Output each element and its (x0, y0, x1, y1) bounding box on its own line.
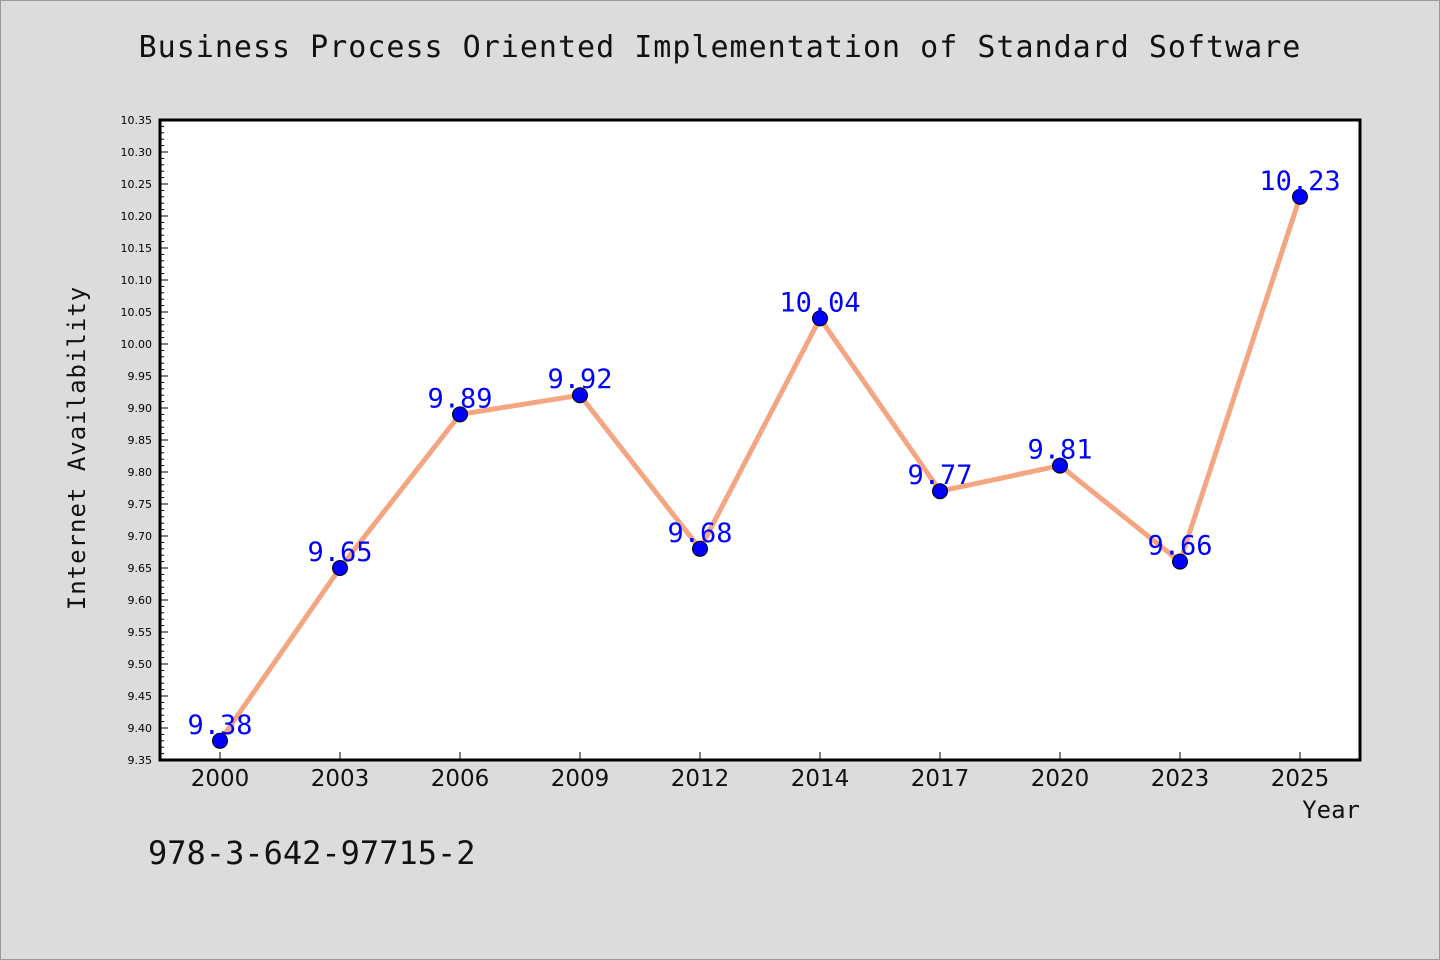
data-label: 9.38 (187, 710, 252, 741)
data-label: 10.04 (779, 287, 860, 318)
data-label: 9.77 (907, 460, 972, 491)
y-tick-label: 9.70 (128, 530, 153, 543)
y-tick-label: 9.85 (128, 434, 153, 447)
x-tick-label: 2014 (791, 766, 850, 792)
data-point (212, 732, 228, 749)
data-label: 9.66 (1147, 531, 1212, 562)
y-tick-label: 9.40 (128, 722, 153, 735)
data-point (932, 483, 948, 500)
data-point (332, 560, 348, 576)
y-tick-label: 9.35 (128, 754, 153, 767)
x-tick-label: 2020 (1031, 766, 1090, 792)
y-tick-label: 9.45 (128, 690, 153, 703)
y-tick-label: 9.80 (128, 466, 153, 479)
data-label: 9.65 (307, 537, 372, 568)
x-tick-label: 2012 (671, 766, 730, 792)
y-tick-label: 9.75 (128, 498, 153, 511)
y-tick-label: 10.25 (121, 178, 153, 191)
data-point (1292, 188, 1308, 205)
x-tick-label: 2009 (551, 766, 610, 792)
data-label: 9.89 (427, 383, 492, 414)
y-tick-label: 10.00 (121, 338, 153, 351)
x-axis-label: Year (1302, 796, 1360, 824)
y-tick-label: 9.50 (128, 658, 153, 671)
x-tick-label: 2000 (191, 766, 250, 792)
data-point (1052, 457, 1068, 474)
y-tick-label: 10.20 (121, 210, 153, 223)
y-tick-label: 10.05 (121, 306, 153, 319)
x-tick-label: 2017 (911, 766, 970, 792)
plot-area (158, 118, 1362, 762)
x-tick-label: 2025 (1271, 766, 1330, 792)
y-tick-label: 10.30 (121, 146, 153, 159)
y-tick-label: 9.55 (128, 626, 153, 639)
isbn-annotation: 978-3-642-97715-2 (148, 834, 476, 872)
y-tick-label: 10.10 (121, 274, 153, 287)
data-label: 10.23 (1259, 166, 1340, 197)
x-tick-label: 2003 (311, 766, 370, 792)
chart-title: Business Process Oriented Implementation… (138, 30, 1302, 65)
data-point (452, 406, 468, 423)
y-tick-label: 9.60 (128, 594, 153, 607)
data-label: 9.81 (1027, 435, 1092, 466)
data-label: 9.92 (547, 364, 612, 395)
y-tick-label: 9.90 (128, 402, 153, 415)
y-tick-label: 10.35 (121, 114, 153, 127)
data-point (812, 310, 828, 327)
data-point (692, 540, 708, 557)
series-line (217, 196, 1303, 743)
data-point (572, 387, 588, 404)
x-tick-label: 2006 (431, 766, 490, 792)
data-label: 9.68 (667, 518, 732, 549)
data-point (1172, 553, 1188, 570)
y-tick-label: 9.95 (128, 370, 153, 383)
y-tick-label: 10.15 (121, 242, 153, 255)
y-tick-label: 9.65 (128, 562, 153, 575)
x-tick-label: 2023 (1151, 766, 1210, 792)
